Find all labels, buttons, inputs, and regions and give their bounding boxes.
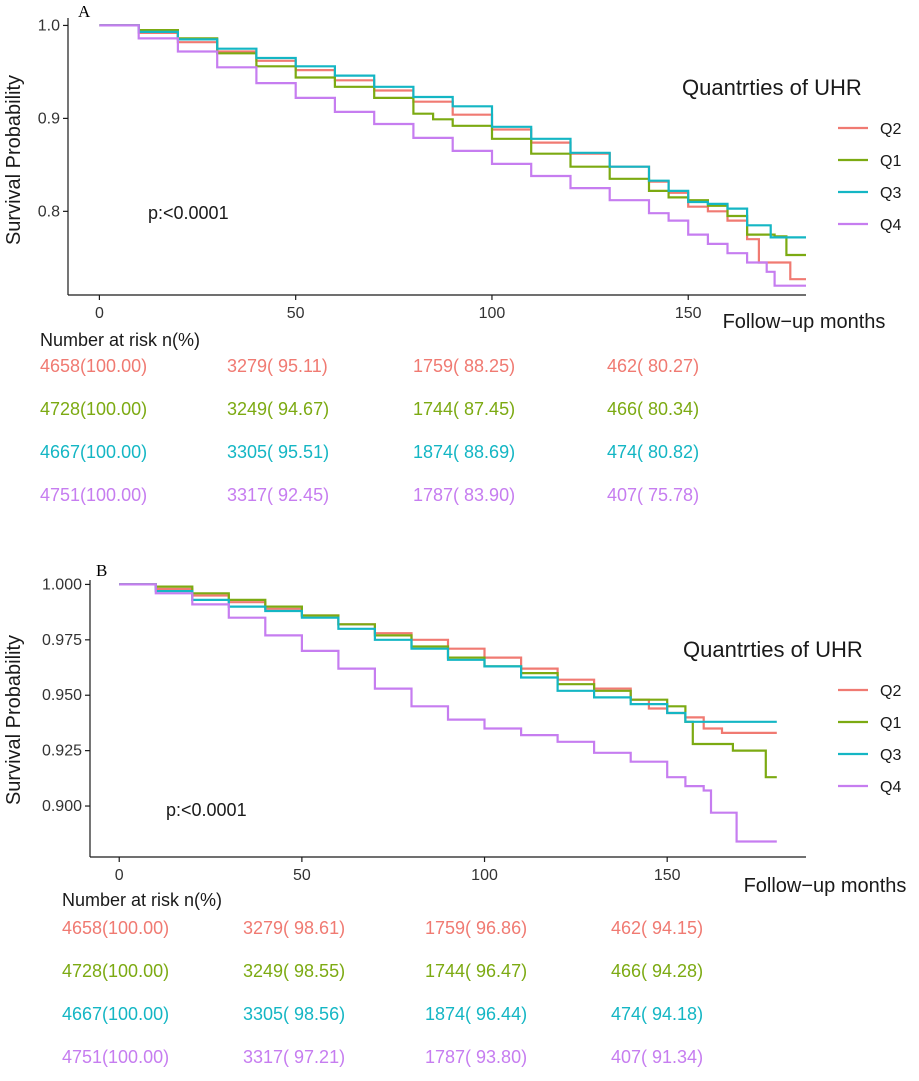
survival-chart-a: A 1.0 0.9 0.8 0 50 100 150 Survival Probability F… <box>3 2 901 505</box>
risk-table-cell-q1: 4728(100.00) <box>40 399 147 419</box>
risk-table-cell-q4: 3317( 97.21) <box>243 1047 345 1067</box>
legend-label-q3: Q3 <box>880 185 901 202</box>
panel-label: B <box>96 561 107 580</box>
y-tick-label: 1.0 <box>38 17 60 34</box>
risk-table-cell-q4: 1787( 83.90) <box>413 485 515 505</box>
y-axis-title: Survival Probability <box>3 635 25 805</box>
risk-table-cell-q4: 4751(100.00) <box>40 485 147 505</box>
risk-table-title: Number at risk n(%) <box>62 890 222 910</box>
y-tick-label: 0.975 <box>42 632 82 649</box>
p-value-annotation: p:<0.0001 <box>148 203 229 223</box>
x-tick-label: 50 <box>287 305 305 322</box>
risk-table-cell-q1: 3249( 98.55) <box>243 961 345 981</box>
risk-table-title: Number at risk n(%) <box>40 330 200 350</box>
y-tick-label: 1.000 <box>42 576 82 593</box>
x-axis-title: Follow−up months <box>744 875 907 897</box>
series-line-q1 <box>99 24 806 257</box>
risk-table-cell-q4: 1787( 93.80) <box>425 1047 527 1067</box>
risk-table-cell-q2: 462( 94.15) <box>611 918 703 938</box>
risk-table-cell-q2: 4658(100.00) <box>40 356 147 376</box>
risk-table-cell-q3: 474( 80.82) <box>607 442 699 462</box>
legend-label-q1: Q1 <box>880 153 901 170</box>
risk-table-cell-q2: 462( 80.27) <box>607 356 699 376</box>
risk-table-cell-q2: 3279( 98.61) <box>243 918 345 938</box>
risk-table-cell-q1: 1744( 96.47) <box>425 961 527 981</box>
y-tick-label: 0.9 <box>38 110 60 127</box>
risk-table-cell-q3: 4667(100.00) <box>40 442 147 462</box>
series-line-q1 <box>119 583 777 779</box>
risk-table-cell-q3: 4667(100.00) <box>62 1004 169 1024</box>
series-line-q3 <box>99 24 806 239</box>
legend-label-q1: Q1 <box>880 715 901 732</box>
panel-label: A <box>78 2 91 21</box>
y-tick-label: 0.900 <box>42 798 82 815</box>
risk-table-cell-q1: 4728(100.00) <box>62 961 169 981</box>
risk-table-cell-q3: 474( 94.18) <box>611 1004 703 1024</box>
x-tick-label: 0 <box>115 867 124 884</box>
x-tick-label: 100 <box>471 867 498 884</box>
panel-b: B 1.000 0.975 0.950 0.925 0.900 0 50 100 150 Survi… <box>0 560 919 1076</box>
panel-a: A 1.0 0.9 0.8 0 50 100 150 Survival Probability F… <box>0 0 919 520</box>
risk-table-cell-q3: 1874( 96.44) <box>425 1004 527 1024</box>
legend-label-q2: Q2 <box>880 683 901 700</box>
risk-table-cell-q3: 3305( 95.51) <box>227 442 329 462</box>
risk-table-cell-q3: 3305( 98.56) <box>243 1004 345 1024</box>
risk-table-cell-q3: 1874( 88.69) <box>413 442 515 462</box>
legend-label-q4: Q4 <box>880 779 901 796</box>
risk-table-cell-q4: 407( 75.78) <box>607 485 699 505</box>
risk-table-cell-q1: 466( 80.34) <box>607 399 699 419</box>
x-axis-title: Follow−up months <box>723 311 886 333</box>
risk-table-cell-q4: 3317( 92.45) <box>227 485 329 505</box>
legend-title: Quantrties of UHR <box>682 75 862 100</box>
risk-table-cell-q1: 3249( 94.67) <box>227 399 329 419</box>
legend-label-q4: Q4 <box>880 217 901 234</box>
x-tick-label: 100 <box>479 305 506 322</box>
risk-table-cell-q2: 4658(100.00) <box>62 918 169 938</box>
y-tick-label: 0.8 <box>38 203 60 220</box>
risk-table-cell-q4: 4751(100.00) <box>62 1047 169 1067</box>
x-tick-label: 0 <box>95 305 104 322</box>
series-line-q4 <box>119 583 777 843</box>
x-tick-label: 150 <box>654 867 681 884</box>
y-tick-label: 0.950 <box>42 687 82 704</box>
series-line-q2 <box>99 24 806 281</box>
legend-label-q3: Q3 <box>880 747 901 764</box>
y-tick-label: 0.925 <box>42 743 82 760</box>
x-tick-label: 50 <box>293 867 311 884</box>
series-line-q4 <box>99 24 806 287</box>
risk-table-cell-q2: 3279( 95.11) <box>227 356 328 376</box>
legend-label-q2: Q2 <box>880 121 901 138</box>
y-axis-title: Survival Probability <box>3 75 25 245</box>
risk-table-cell-q2: 1759( 96.86) <box>425 918 527 938</box>
x-tick-label: 150 <box>675 305 702 322</box>
risk-table-cell-q4: 407( 91.34) <box>611 1047 703 1067</box>
survival-chart-b: B 1.000 0.975 0.950 0.925 0.900 0 50 100 150 Survi… <box>3 561 907 1067</box>
p-value-annotation: p:<0.0001 <box>166 800 247 820</box>
risk-table-cell-q2: 1759( 88.25) <box>413 356 515 376</box>
legend-title: Quantrties of UHR <box>683 637 863 662</box>
risk-table-cell-q1: 1744( 87.45) <box>413 399 515 419</box>
risk-table-cell-q1: 466( 94.28) <box>611 961 703 981</box>
